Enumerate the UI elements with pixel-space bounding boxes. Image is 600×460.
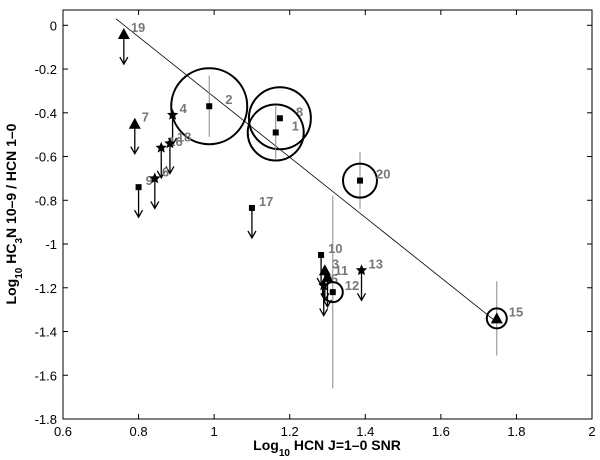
- point: [276, 115, 283, 122]
- y-tick-label: -0.2: [35, 62, 57, 77]
- limit-arrow-head: [150, 201, 160, 210]
- x-tick-label: 0.8: [130, 424, 148, 439]
- x-tick-label: 1.6: [432, 424, 450, 439]
- point: [318, 251, 325, 258]
- point: [356, 177, 363, 184]
- axis-label-part: Log: [253, 437, 279, 453]
- point: [248, 204, 255, 211]
- size-circle: [321, 281, 344, 304]
- axis-label-part: Log: [3, 279, 19, 305]
- limit-arrow-head: [134, 209, 144, 219]
- limit-arrow-head: [156, 170, 166, 180]
- point: [128, 117, 141, 129]
- limit-arrow-head: [130, 146, 140, 156]
- point: [490, 312, 503, 324]
- point-label: 18: [177, 129, 191, 144]
- fit-line: [115, 18, 498, 324]
- point-label: 2: [225, 92, 232, 107]
- point-label: 6: [162, 164, 169, 179]
- axis-label-part: 10: [279, 448, 291, 459]
- x-tick-label: 1.4: [356, 424, 374, 439]
- axis-label-part: 3: [14, 238, 25, 244]
- point-label: 15: [509, 304, 523, 319]
- point-label: 3: [332, 256, 339, 271]
- point: [272, 129, 279, 136]
- point: [321, 270, 334, 282]
- x-tick-label: 0.6: [54, 424, 72, 439]
- y-tick-label: -1: [45, 237, 57, 252]
- point: [166, 109, 179, 120]
- point-label: 9: [146, 173, 153, 188]
- point-label: 8: [296, 104, 303, 119]
- axis-label-part: 10: [14, 267, 25, 279]
- point-label: 4: [180, 101, 188, 116]
- y-tick-label: -1.4: [35, 325, 57, 340]
- x-axis-label: Log10 HCN J=1–0 SNR: [253, 437, 401, 459]
- limit-arrow-head: [247, 230, 257, 240]
- limit-arrow-head: [165, 166, 175, 175]
- axis-label-part: HC: [3, 244, 19, 268]
- point-label: 17: [259, 194, 273, 209]
- y-tick-label: -0.4: [35, 106, 57, 121]
- y-tick-label: -0.6: [35, 150, 57, 165]
- size-circle: [341, 162, 378, 199]
- point: [164, 137, 176, 149]
- x-tick-label: 2: [588, 424, 595, 439]
- point-label: 19: [131, 20, 145, 35]
- point-label: 11: [335, 263, 349, 278]
- point: [149, 172, 161, 184]
- axis-label-part: HCN J=1–0 SNR: [290, 437, 401, 453]
- size-circle: [247, 86, 312, 151]
- x-tick-label: 1: [211, 424, 218, 439]
- y-axis-label: Log10 HC3N 10–9 / HCN 1–0: [3, 123, 25, 304]
- point: [117, 28, 130, 40]
- x-tick-label: 1.2: [281, 424, 299, 439]
- point: [355, 264, 368, 276]
- size-circle: [246, 103, 305, 162]
- limit-arrow-head: [119, 56, 129, 66]
- point: [155, 141, 167, 153]
- limit-arrow-head: [319, 308, 329, 317]
- point: [318, 279, 330, 291]
- point-label: 5: [331, 272, 338, 287]
- point-label: 12: [345, 278, 359, 293]
- point: [329, 289, 336, 296]
- limit-arrow-head: [356, 292, 367, 302]
- y-tick-label: 0: [50, 18, 57, 33]
- axis-label-part: N 10–9 / HCN 1–0: [3, 123, 19, 238]
- size-circle: [485, 307, 508, 330]
- point-label: 10: [328, 241, 342, 256]
- plot-frame: [62, 9, 593, 420]
- point-label: 20: [376, 167, 390, 182]
- y-tick-label: -1.6: [35, 368, 57, 383]
- x-tick-label: 1.8: [507, 424, 525, 439]
- y-tick-label: -1.8: [35, 412, 57, 427]
- point: [206, 103, 213, 110]
- y-tick-label: -1.2: [35, 281, 57, 296]
- point: [135, 184, 142, 191]
- y-tick-label: -0.8: [35, 193, 57, 208]
- point-label: 7: [142, 110, 149, 125]
- size-circle: [170, 67, 249, 146]
- point-label: 13: [369, 256, 383, 271]
- point-label: 1: [292, 118, 299, 133]
